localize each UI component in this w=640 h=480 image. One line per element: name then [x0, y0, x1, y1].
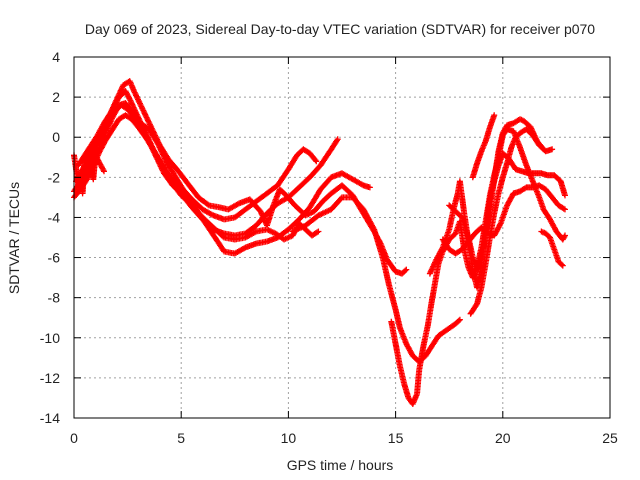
grid-lines — [74, 57, 610, 418]
data-point — [313, 158, 320, 165]
data-point — [562, 232, 568, 239]
x-tick-label: 5 — [177, 430, 185, 446]
data-point — [559, 262, 566, 269]
x-tick-label: 10 — [281, 430, 297, 446]
y-tick-label: -2 — [48, 169, 61, 185]
x-axis-ticks: 0 5 10 15 20 25 — [70, 57, 618, 446]
y-tick-label: -4 — [48, 209, 61, 225]
y-tick-label: -10 — [40, 330, 60, 346]
data-series — [77, 112, 322, 243]
data-point — [558, 261, 565, 268]
y-tick-label: 4 — [52, 49, 60, 65]
data-point — [241, 245, 248, 252]
x-tick-label: 15 — [388, 430, 404, 446]
data-point — [561, 233, 568, 240]
y-tick-label: -8 — [48, 290, 61, 306]
data-point — [314, 229, 321, 236]
data-series — [289, 194, 463, 365]
y-tick-label: -14 — [40, 410, 60, 426]
data-point — [333, 137, 340, 144]
data-point — [496, 221, 503, 228]
data-points — [71, 78, 568, 407]
data-series — [467, 126, 556, 317]
y-axis-ticks: -14 -12 -10 -8 -6 -4 -2 0 2 4 — [40, 49, 610, 426]
data-point — [403, 266, 410, 273]
data-point — [101, 168, 107, 175]
x-tick-label: 25 — [602, 430, 618, 446]
data-point — [455, 317, 462, 324]
x-axis-label: GPS time / hours — [287, 457, 394, 473]
y-tick-label: -12 — [40, 370, 60, 386]
chart-title: Day 069 of 2023, Sidereal Day-to-day VTE… — [85, 21, 595, 37]
data-series — [538, 228, 566, 269]
data-series — [439, 182, 568, 257]
y-tick-label: 0 — [52, 129, 60, 145]
data-point — [366, 184, 373, 191]
data-point — [473, 301, 480, 308]
y-tick-label: 2 — [52, 89, 60, 105]
data-point — [133, 92, 139, 99]
data-point — [456, 316, 463, 323]
data-point — [549, 146, 556, 153]
data-point — [562, 206, 568, 213]
y-axis-label: SDTVAR / TECUs — [6, 182, 22, 294]
data-point — [491, 112, 498, 119]
x-tick-label: 20 — [495, 430, 511, 446]
data-point — [100, 167, 107, 173]
data-point — [204, 201, 211, 208]
x-tick-label: 0 — [70, 430, 78, 446]
data-point — [402, 267, 409, 274]
data-point — [334, 136, 341, 143]
y-tick-label: -6 — [48, 250, 61, 266]
data-point — [251, 229, 258, 236]
data-point — [315, 228, 322, 235]
data-series — [469, 112, 498, 181]
data-point — [312, 157, 319, 164]
data-point — [560, 205, 567, 212]
plot-frame — [73, 56, 611, 419]
data-point — [562, 192, 568, 199]
